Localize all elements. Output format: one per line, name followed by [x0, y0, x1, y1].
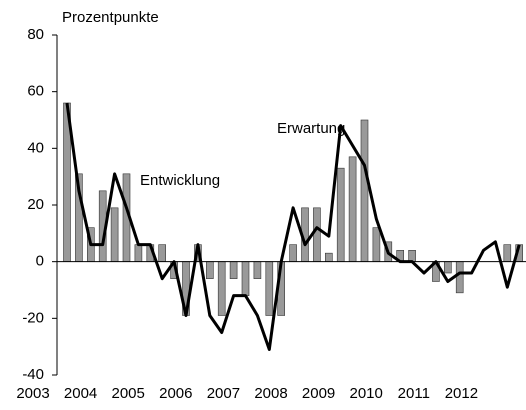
x-tick-label: 2004	[64, 385, 97, 402]
x-tick-label: 2011	[398, 385, 430, 402]
bar	[229, 261, 238, 279]
y-tick-label: 20	[27, 196, 44, 213]
bar	[289, 244, 297, 262]
y-tick-label: -20	[22, 309, 44, 326]
y-tick-label: 80	[27, 26, 44, 43]
x-tick-label: 2005	[112, 385, 145, 402]
y-tick-label: -40	[22, 366, 44, 383]
bar	[241, 261, 250, 296]
x-tick-label: 2006	[159, 385, 192, 402]
bar	[265, 261, 274, 316]
bar	[360, 119, 369, 262]
bar	[253, 261, 262, 279]
line	[65, 102, 521, 351]
x-tick-label: 2009	[302, 385, 335, 402]
bar	[503, 244, 512, 262]
x-tick-label: 2012	[445, 385, 478, 402]
bar	[324, 252, 333, 262]
bar	[158, 244, 166, 262]
x-tick-label: 2003	[16, 385, 49, 402]
bar	[313, 207, 321, 262]
y-tick-label: 60	[27, 83, 44, 100]
bar	[217, 261, 226, 316]
bar	[110, 207, 119, 262]
bar	[455, 261, 464, 294]
x-tick-label: 2008	[254, 385, 287, 402]
bar	[372, 227, 381, 262]
y-tick-label: 40	[27, 139, 44, 156]
bar	[348, 156, 357, 262]
bar	[134, 244, 143, 262]
bar	[206, 261, 214, 279]
bar	[336, 167, 345, 262]
y-tick-label: 0	[36, 253, 44, 270]
line-label: Erwartung	[277, 120, 345, 137]
bar	[408, 250, 416, 262]
y-axis-label: Prozentpunkte	[62, 9, 159, 26]
x-tick-label: 2007	[207, 385, 240, 402]
bar-label: Entwicklung	[140, 172, 220, 189]
x-tick-label: 2010	[350, 385, 383, 402]
bar	[443, 261, 452, 274]
